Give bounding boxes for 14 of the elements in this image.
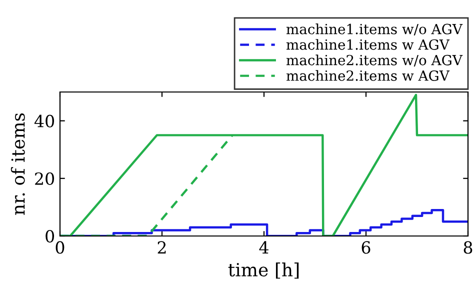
x-tick-label: 4 [259,241,268,254]
x-tick-label: 6 [362,241,370,254]
y-axis-title: nr. of items [10,113,25,215]
legend-label: machine2.items w AGV [286,70,450,81]
x-tick-label: 2 [158,241,166,254]
legend-label: machine1.items w/o AGV [286,24,463,36]
x-tick-label: 0 [56,241,64,254]
legend-label: machine1.items w AGV [286,39,450,50]
x-axis-title: time [h] [228,262,299,279]
y-tick-label: 0 [46,230,54,243]
legend-label: machine2.items w/o AGV [286,54,463,66]
x-tick-label: 8 [464,241,472,254]
y-tick-label: 20 [35,172,54,185]
y-tick-label: 40 [34,114,54,128]
